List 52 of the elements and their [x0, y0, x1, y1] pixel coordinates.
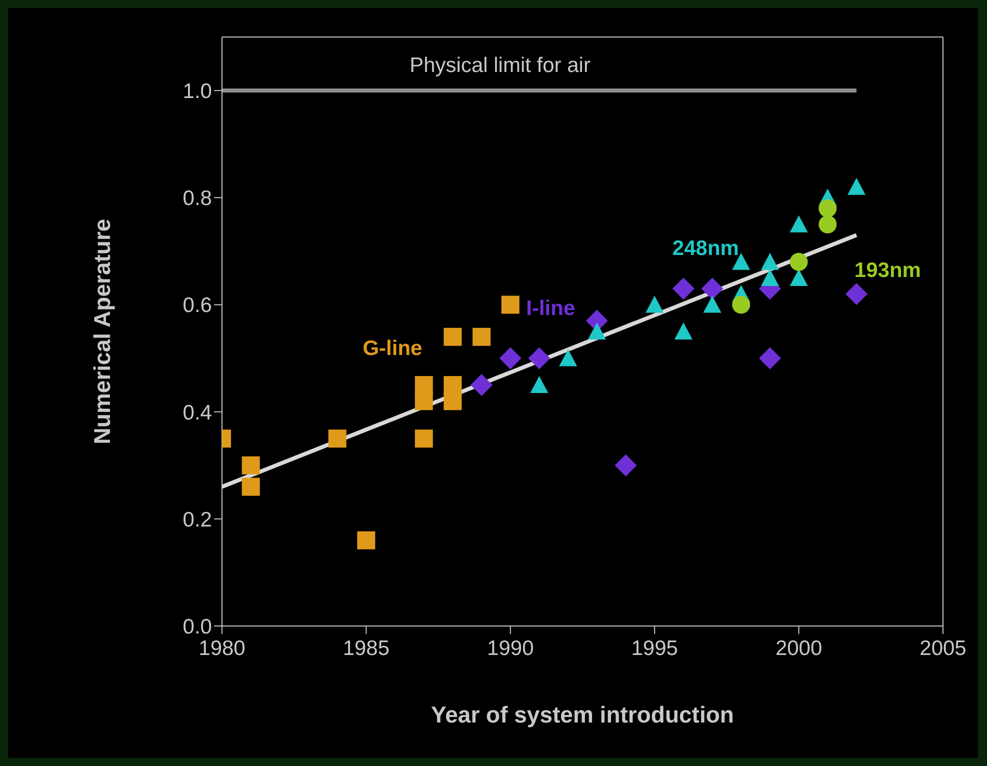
point	[444, 392, 462, 410]
point	[470, 374, 493, 396]
point	[845, 283, 868, 306]
x-tick-label: 2005	[920, 636, 966, 660]
point	[732, 296, 750, 314]
point	[357, 531, 376, 550]
series-label: Physical limit for air	[410, 54, 590, 78]
point	[790, 268, 808, 286]
y-tick-label: 0.6	[182, 294, 212, 318]
point	[559, 349, 578, 366]
point	[818, 199, 837, 218]
point	[614, 454, 637, 476]
point	[758, 347, 781, 370]
point	[760, 268, 779, 286]
x-tick-label: 1980	[198, 636, 246, 660]
point	[530, 376, 548, 394]
point	[790, 252, 808, 271]
point	[528, 347, 550, 370]
y-tick-label: 0.4	[182, 401, 212, 424]
point	[588, 322, 606, 340]
point	[646, 296, 664, 313]
point	[472, 328, 491, 346]
point	[701, 278, 724, 300]
point	[328, 430, 346, 448]
x-tick-label: 1995	[631, 636, 678, 660]
point	[847, 178, 866, 195]
point	[760, 252, 779, 270]
point	[414, 430, 433, 448]
point	[790, 215, 808, 232]
x-tick-label: 2000	[775, 636, 822, 660]
y-axis-title: Numerical Aperature	[89, 218, 116, 444]
series-label: 193nm	[854, 259, 921, 284]
point	[674, 322, 692, 340]
point	[501, 296, 520, 314]
point	[818, 215, 837, 234]
point	[672, 278, 694, 300]
point	[444, 328, 462, 346]
y-tick-label: 0.8	[182, 187, 212, 210]
series-label: I-line	[526, 296, 576, 321]
point	[414, 392, 433, 410]
series-label: 248nm	[672, 236, 739, 261]
point	[703, 296, 722, 313]
y-tick-label: 0.0	[182, 615, 212, 638]
y-tick-label: 0.2	[182, 508, 212, 532]
point	[242, 478, 260, 496]
x-axis-title: Year of system introduction	[431, 701, 734, 728]
point	[499, 347, 522, 370]
x-tick-label: 1990	[487, 636, 534, 660]
x-tick-label: 1985	[342, 636, 390, 660]
series-label: G-line	[362, 336, 422, 361]
point	[242, 456, 260, 474]
y-tick-label: 1.0	[182, 80, 212, 103]
